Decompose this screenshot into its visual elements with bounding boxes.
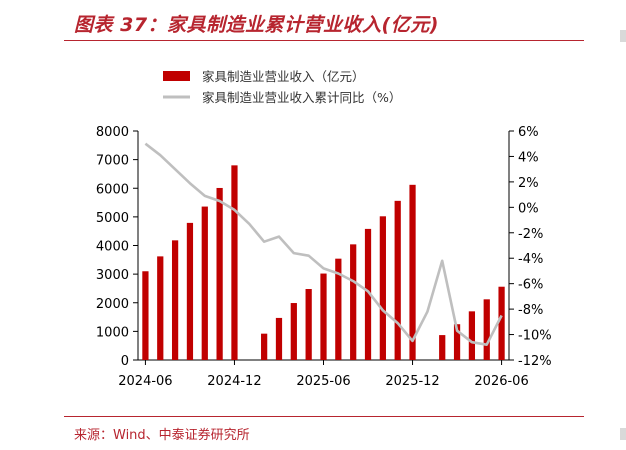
bar <box>305 289 312 360</box>
bar <box>394 200 401 360</box>
line-series <box>144 142 503 347</box>
bar <box>364 228 372 360</box>
bar <box>335 258 342 360</box>
left-tick-label: 1000 <box>96 325 129 340</box>
right-tick-label: -6% <box>518 278 543 293</box>
bar <box>468 311 476 360</box>
chart-title: 图表 37：家具制造业累计营业收入(亿元) <box>74 14 439 36</box>
right-tick-label: 0% <box>518 201 539 216</box>
bar <box>142 271 149 360</box>
right-tick-label: -8% <box>518 303 543 318</box>
x-tick-label: 2024-06 <box>118 374 172 389</box>
bar <box>157 256 164 360</box>
left-tick-label: 7000 <box>96 154 129 169</box>
bar <box>261 333 268 360</box>
bar <box>290 303 297 360</box>
bar <box>350 244 357 360</box>
legend-bar-swatch <box>163 71 190 81</box>
legend: 家具制造业营业收入（亿元） 家具制造业营业收入累计同比（%） <box>163 69 401 105</box>
adjacent-panel-fragment <box>620 428 626 440</box>
left-tick-label: 6000 <box>96 182 129 197</box>
right-tick-label: 6% <box>518 125 539 140</box>
x-tick-label: 2026-06 <box>474 374 528 389</box>
axes: 0 1000 2000 3000 4000 5000 6000 7000 8000 -12% -10… <box>96 125 552 389</box>
bar <box>483 299 490 360</box>
left-tick-label: 2000 <box>96 297 129 312</box>
right-tick-label: 2% <box>518 176 539 191</box>
legend-bar-label: 家具制造业营业收入（亿元） <box>202 69 365 84</box>
bar <box>275 317 283 360</box>
bar <box>231 165 238 360</box>
bar <box>439 335 446 360</box>
bar <box>171 240 179 360</box>
left-tick-label: 3000 <box>96 268 129 283</box>
adjacent-panel-fragment <box>620 30 626 42</box>
x-tick-label: 2024-12 <box>207 374 261 389</box>
bar <box>498 286 505 360</box>
footer-divider <box>64 416 584 417</box>
bar <box>216 187 223 360</box>
bar <box>453 324 461 360</box>
bar <box>201 206 208 360</box>
legend-line-label: 家具制造业营业收入累计同比（%） <box>202 90 401 105</box>
right-tick-label: 4% <box>518 150 539 165</box>
source-note: 来源：Wind、中泰证券研究所 <box>74 428 250 443</box>
x-tick-label: 2025-06 <box>296 374 350 389</box>
bar-series <box>142 165 505 360</box>
bar <box>409 184 416 360</box>
bar <box>379 216 386 360</box>
left-tick-label: 8000 <box>96 125 129 140</box>
right-tick-label: -4% <box>518 252 543 267</box>
x-tick-label: 2025-12 <box>385 374 439 389</box>
left-tick-label: 5000 <box>96 211 129 226</box>
right-tick-label: -12% <box>518 354 552 369</box>
title-divider <box>64 40 584 41</box>
bar <box>186 222 194 360</box>
right-tick-label: -2% <box>518 227 543 242</box>
right-tick-label: -10% <box>518 329 552 344</box>
left-tick-label: 4000 <box>96 240 129 255</box>
left-tick-label: 0 <box>121 354 129 369</box>
bar <box>320 273 327 360</box>
